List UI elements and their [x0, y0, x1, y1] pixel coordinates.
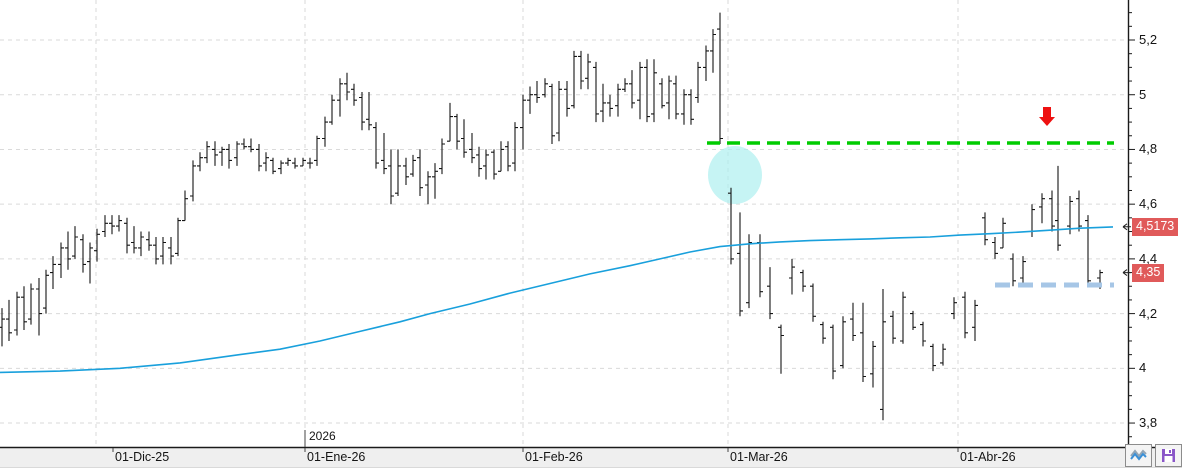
y-axis-label: 3,8: [1139, 415, 1158, 431]
x-axis-label: 01-Ene-26: [307, 450, 366, 464]
y-axis-label: 4,2: [1139, 305, 1158, 321]
save-button[interactable]: [1155, 444, 1182, 467]
support-price-badge: 4,35: [1132, 263, 1165, 282]
x-axis-band: [0, 448, 1182, 468]
year-label: 2026: [309, 429, 336, 443]
y-axis-label: 4,4: [1139, 250, 1158, 266]
y-axis-label: 5: [1139, 86, 1147, 102]
y-axis-label: 4: [1139, 360, 1147, 376]
last-price-badge: 4,5173: [1132, 217, 1179, 236]
y-axis-label: 4,6: [1139, 196, 1158, 212]
y-axis-label: 4,8: [1139, 141, 1158, 157]
save-icon: [1162, 449, 1175, 462]
x-axis-label: 01-Feb-26: [525, 450, 583, 464]
x-axis-label: 01-Dic-25: [115, 450, 170, 464]
zigzag-icon: [1130, 449, 1147, 461]
y-axis-label: 5,2: [1139, 32, 1158, 47]
bottom-toolbar: [1125, 444, 1182, 467]
indicator-button[interactable]: [1125, 444, 1152, 467]
x-axis-label: 01-Mar-26: [730, 450, 788, 464]
x-axis-label: 01-Abr-26: [960, 450, 1016, 464]
